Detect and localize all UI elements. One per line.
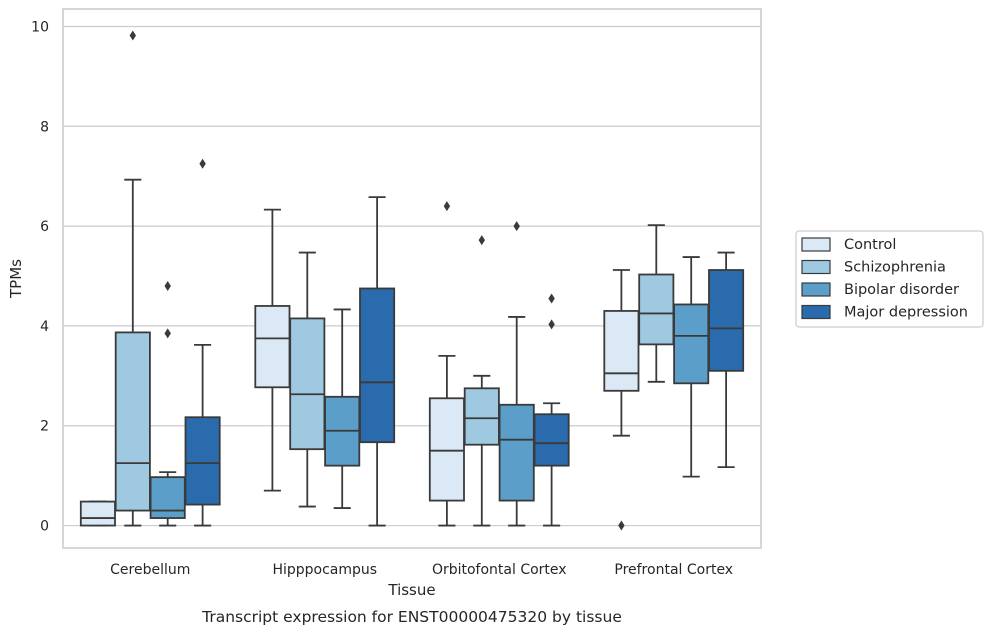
box-schizophrenia xyxy=(289,251,326,508)
y-tick-label: 4 xyxy=(40,319,49,335)
box-iqr xyxy=(289,317,326,451)
chart-caption: Transcript expression for ENST0000047532… xyxy=(201,608,622,626)
legend-label: Bipolar disorder xyxy=(844,282,959,298)
box-iqr xyxy=(114,331,151,512)
box-schizophrenia xyxy=(114,30,151,527)
legend-label: Control xyxy=(844,237,896,253)
box-control xyxy=(428,201,465,527)
box-bipolar-disorder xyxy=(498,221,535,527)
box-iqr xyxy=(149,476,186,519)
box-major-depression xyxy=(184,158,221,527)
x-tick-label: Cerebellum xyxy=(110,562,190,578)
y-tick-label: 2 xyxy=(40,419,49,435)
box-bipolar-disorder xyxy=(324,308,361,509)
y-tick-label: 0 xyxy=(40,519,49,535)
legend-swatch xyxy=(801,282,831,297)
box-iqr xyxy=(638,273,675,346)
y-tick-label: 8 xyxy=(40,119,49,135)
outlier-marker xyxy=(199,158,206,169)
outlier-marker xyxy=(129,30,136,41)
box-schizophrenia xyxy=(463,235,500,527)
box-control xyxy=(603,269,640,531)
y-axis-label: TPMs xyxy=(7,259,25,299)
box-iqr xyxy=(603,310,640,392)
box-iqr xyxy=(254,305,291,389)
y-tick-label: 10 xyxy=(31,19,49,35)
x-tick-label: Orbitofontal Cortex xyxy=(432,562,567,578)
boxes xyxy=(79,30,745,531)
box-control xyxy=(254,208,291,492)
legend-frame xyxy=(795,230,984,328)
plot-frame xyxy=(62,8,762,549)
legend: Control Schizophrenia Bipolar disorder Majo… xyxy=(795,230,984,328)
box-iqr xyxy=(673,303,710,385)
outlier-marker xyxy=(513,221,520,232)
legend-label: Major depression xyxy=(844,305,968,321)
box-iqr xyxy=(184,416,221,506)
box-iqr xyxy=(79,500,116,527)
outlier-marker xyxy=(443,201,451,212)
outlier-marker xyxy=(548,293,555,304)
legend-swatch xyxy=(801,259,831,275)
gridlines xyxy=(63,25,761,527)
box-bipolar-disorder xyxy=(149,280,186,527)
box-control xyxy=(79,500,116,527)
outlier-marker xyxy=(164,328,171,339)
box-iqr xyxy=(463,387,500,446)
box-major-depression xyxy=(708,251,745,469)
box-iqr xyxy=(359,287,396,444)
outlier-marker xyxy=(618,520,625,531)
box-iqr xyxy=(428,397,465,502)
box-major-depression xyxy=(359,196,396,527)
box-iqr xyxy=(533,413,570,467)
y-axis-ticks: 0 2 4 6 8 10 xyxy=(31,19,49,534)
legend-swatch xyxy=(801,304,831,320)
x-tick-label: Hipppocampus xyxy=(272,562,377,578)
x-axis-label: Tissue xyxy=(387,581,435,599)
box-bipolar-disorder xyxy=(673,256,710,478)
box-iqr xyxy=(708,269,745,372)
box-major-depression xyxy=(533,293,570,527)
x-tick-label: Prefrontal Cortex xyxy=(614,562,733,578)
box-schizophrenia xyxy=(638,224,675,383)
legend-swatch xyxy=(801,237,831,252)
outlier-marker xyxy=(548,319,555,330)
legend-label: Schizophrenia xyxy=(844,260,946,276)
outlier-marker xyxy=(164,280,171,291)
box-iqr xyxy=(498,403,535,502)
x-axis-ticks: Cerebellum Hipppocampus Orbitofontal Corte… xyxy=(110,562,733,578)
y-tick-label: 6 xyxy=(40,219,49,235)
outlier-marker xyxy=(478,235,485,246)
